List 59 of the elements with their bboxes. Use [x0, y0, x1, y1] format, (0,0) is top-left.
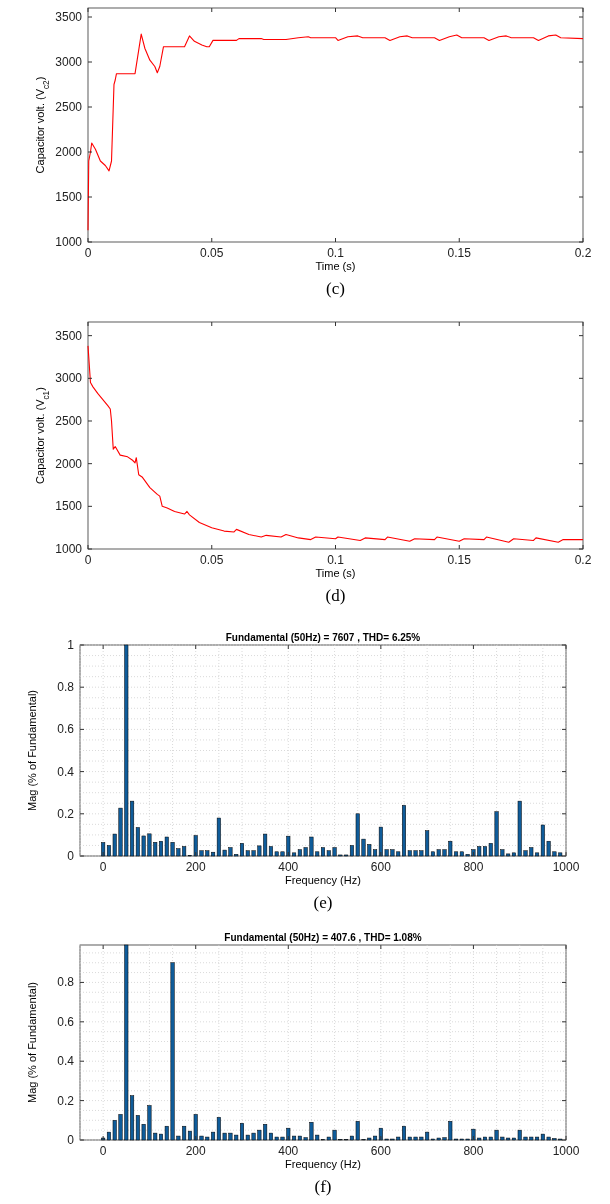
y-tick-label: 0.8: [57, 975, 75, 990]
x-tick-label: 400: [278, 1144, 299, 1158]
y-tick-label: 0.4: [57, 764, 75, 779]
x-tick-label: 200: [185, 860, 207, 874]
x-axis-title: Frequency (Hz): [285, 1158, 361, 1170]
x-tick-label: 1000: [552, 860, 580, 874]
x-axis-title: Frequency (Hz): [285, 874, 361, 886]
x-tick-label: 600: [370, 860, 392, 874]
y-tick-label: 2500: [55, 413, 83, 428]
y-tick-label: 0: [67, 849, 75, 863]
x-tick-label: 0.05: [200, 553, 224, 567]
y-tick-label: 0.6: [57, 722, 75, 737]
y-tick-label: 1500: [55, 190, 83, 204]
x-tick-label: 0: [84, 553, 92, 567]
y-tick-label: 3500: [55, 328, 83, 343]
y-tick-label: 0.2: [57, 806, 75, 821]
y-tick-label: 1500: [55, 499, 83, 514]
x-tick-label: 0.1: [327, 553, 345, 567]
text: (f): [314, 1177, 332, 1196]
y-axis-title: Mag (% of Fundamental): [26, 981, 38, 1104]
y-tick-label: 3000: [55, 371, 83, 386]
x-axis-title: Time (s): [315, 260, 356, 272]
y-tick-label: 1000: [55, 542, 83, 556]
x-axis-title: Time (s): [315, 567, 356, 579]
x-tick-label: 1000: [552, 1144, 580, 1158]
chart-title: Fundamental (50Hz) = 407.6 , THD= 1.08%: [224, 932, 422, 943]
y-tick-label: 2500: [55, 100, 83, 114]
x-tick-label: 600: [370, 1144, 392, 1158]
x-tick-label: 0: [84, 246, 92, 260]
x-tick-label: 800: [463, 1144, 484, 1158]
y-tick-label: 2000: [55, 145, 83, 159]
x-tick-label: 0.2: [574, 553, 592, 567]
x-tick-label: 200: [185, 1144, 207, 1158]
x-tick-label: 800: [463, 860, 484, 874]
line-series: [87, 33, 584, 231]
text: (d): [325, 586, 346, 605]
text: (e): [313, 893, 333, 912]
x-tick-label: 0: [99, 860, 107, 874]
y-tick-label: 0: [67, 1133, 75, 1147]
text: (c): [326, 279, 345, 298]
y-tick-label: 3500: [55, 10, 83, 24]
y-tick-label: 2000: [55, 456, 83, 471]
x-tick-label: 0.1: [327, 246, 345, 260]
y-tick-label: 0.2: [57, 1093, 75, 1108]
x-tick-label: 0.05: [200, 246, 224, 260]
chart-title: Fundamental (50Hz) = 7607 , THD= 6.25%: [225, 632, 421, 643]
y-tick-label: 0.8: [57, 680, 75, 695]
line-series: [87, 345, 584, 543]
y-tick-label: 1: [67, 638, 75, 652]
y-tick-label: 0.4: [57, 1054, 75, 1069]
x-tick-label: 0.15: [447, 553, 472, 567]
y-axis-title: Mag (% of Fundamental): [26, 689, 38, 812]
x-tick-label: 0.15: [447, 246, 472, 260]
y-tick-label: 0.6: [57, 1014, 75, 1029]
x-tick-label: 0: [99, 1144, 107, 1158]
y-tick-label: 3000: [55, 55, 83, 69]
x-tick-label: 0.2: [574, 246, 592, 260]
x-tick-label: 400: [278, 860, 299, 874]
y-tick-label: 1000: [55, 235, 83, 249]
